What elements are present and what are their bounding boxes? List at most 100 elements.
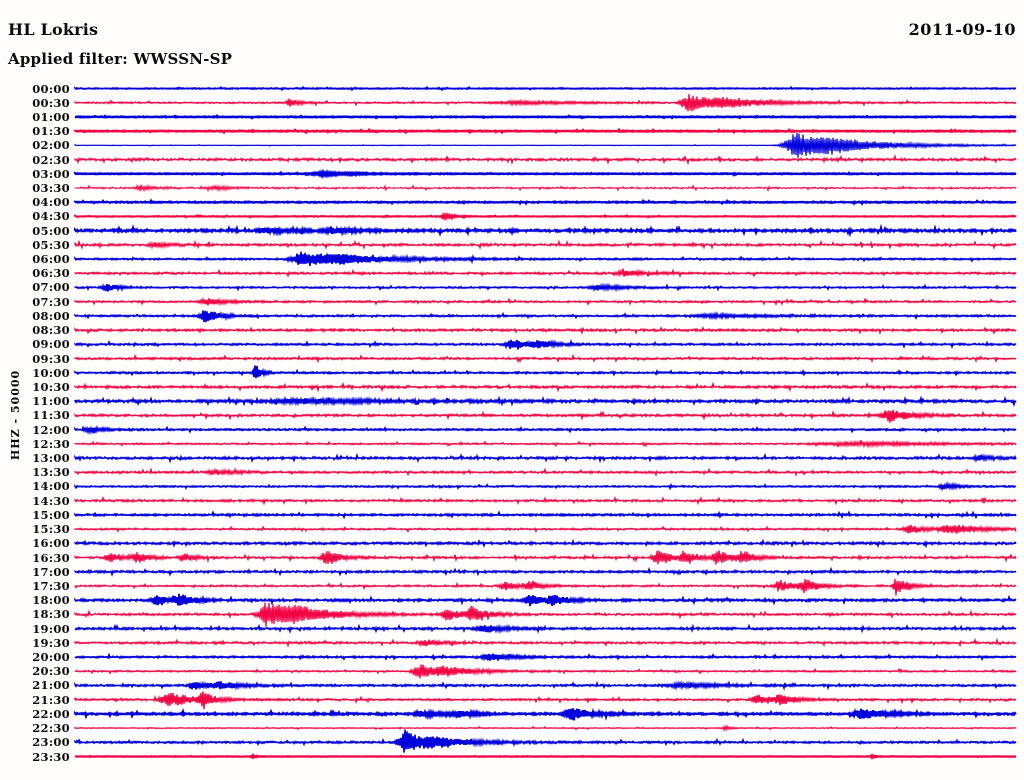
trace-row — [74, 113, 1017, 120]
time-label: 05:00 — [32, 223, 70, 238]
trace-row — [74, 424, 1017, 436]
time-label: 00:30 — [32, 95, 70, 110]
trace-row — [74, 153, 1017, 166]
time-label: 04:00 — [32, 195, 70, 210]
time-label: 02:30 — [32, 152, 70, 167]
trace-row — [74, 310, 1017, 323]
trace-row — [74, 326, 1017, 336]
trace-row — [74, 566, 1017, 577]
trace-row — [74, 578, 1017, 596]
record-date: 2011-09-10 — [908, 20, 1016, 39]
trace-row — [74, 593, 1017, 607]
trace-row — [74, 602, 1017, 627]
trace-row — [74, 381, 1017, 393]
time-label: 02:00 — [32, 138, 70, 153]
time-label: 14:00 — [32, 479, 70, 494]
trace-row — [74, 510, 1017, 520]
trace-row — [74, 353, 1017, 364]
trace-row — [74, 524, 1017, 534]
trace-row — [74, 338, 1017, 350]
time-label: 18:00 — [32, 593, 70, 608]
trace-row — [74, 211, 1017, 222]
time-label: 09:00 — [32, 337, 70, 352]
time-label: 07:30 — [32, 294, 70, 309]
trace-row — [74, 495, 1017, 506]
time-label: 20:30 — [32, 664, 70, 679]
time-label: 22:30 — [32, 721, 70, 736]
time-label: 15:30 — [32, 522, 70, 537]
trace-row — [74, 664, 1017, 679]
trace-row — [74, 481, 1017, 492]
time-label: 14:30 — [32, 493, 70, 508]
trace-row — [74, 85, 1017, 92]
trace-row — [74, 409, 1017, 423]
trace-row — [74, 452, 1017, 464]
time-label: 21:30 — [32, 692, 70, 707]
time-label: 10:00 — [32, 365, 70, 380]
trace-row — [75, 752, 1017, 761]
time-label: 17:30 — [32, 578, 70, 593]
time-label: 13:30 — [32, 465, 70, 480]
trace-row — [74, 239, 1017, 250]
trace-row — [74, 466, 1017, 478]
time-label: 11:00 — [32, 394, 70, 409]
time-label: 01:30 — [32, 124, 70, 139]
trace-row — [74, 550, 1017, 565]
trace-row — [74, 132, 1017, 158]
time-label: 18:30 — [32, 607, 70, 622]
time-label: 21:00 — [32, 678, 70, 693]
trace-row — [74, 637, 1017, 648]
time-label: 15:00 — [32, 507, 70, 522]
time-label: 13:00 — [32, 451, 70, 466]
station-title: HL Lokris — [8, 20, 99, 39]
time-label: 07:00 — [32, 280, 70, 295]
trace-row — [74, 296, 1017, 307]
trace-row — [74, 268, 1017, 279]
time-label: 06:30 — [32, 266, 70, 281]
time-label: 19:30 — [32, 635, 70, 650]
trace-row — [74, 652, 1017, 662]
trace-row — [74, 251, 1017, 266]
trace-row — [74, 183, 1017, 193]
time-label: 05:30 — [32, 237, 70, 252]
time-label: 19:00 — [32, 621, 70, 636]
time-label: 23:00 — [32, 735, 70, 750]
trace-row — [74, 691, 1017, 710]
trace-row — [74, 724, 1017, 732]
time-label: 09:30 — [32, 351, 70, 366]
trace-row — [74, 680, 1017, 691]
time-label: 01:00 — [32, 109, 70, 124]
time-label: 23:30 — [32, 749, 70, 764]
time-label: 20:00 — [32, 650, 70, 665]
trace-row — [74, 365, 1017, 379]
trace-row — [73, 127, 1017, 135]
trace-row — [73, 198, 1017, 207]
time-label: 22:00 — [32, 706, 70, 721]
trace-row — [74, 729, 1017, 753]
trace-row — [74, 395, 1017, 408]
trace-row — [74, 439, 1017, 449]
time-label: 16:30 — [32, 550, 70, 565]
time-label: 04:30 — [32, 209, 70, 224]
time-label: 12:00 — [32, 422, 70, 437]
time-label: 11:30 — [32, 408, 70, 423]
time-label: 08:00 — [32, 308, 70, 323]
trace-row — [74, 94, 1017, 112]
trace-row — [74, 623, 1017, 635]
time-label: 03:00 — [32, 166, 70, 181]
time-label: 06:00 — [32, 252, 70, 267]
filter-label: Applied filter: WWSSN-SP — [8, 50, 233, 68]
time-label: 00:00 — [32, 81, 70, 96]
trace-row — [74, 223, 1017, 238]
trace-row — [74, 282, 1017, 293]
time-label: 16:00 — [32, 536, 70, 551]
time-label: 17:00 — [32, 564, 70, 579]
time-label: 12:30 — [32, 436, 70, 451]
trace-row — [73, 707, 1017, 721]
time-label: 10:30 — [32, 379, 70, 394]
time-label: 08:30 — [32, 323, 70, 338]
trace-row — [73, 168, 1017, 180]
time-label: 03:30 — [32, 180, 70, 195]
